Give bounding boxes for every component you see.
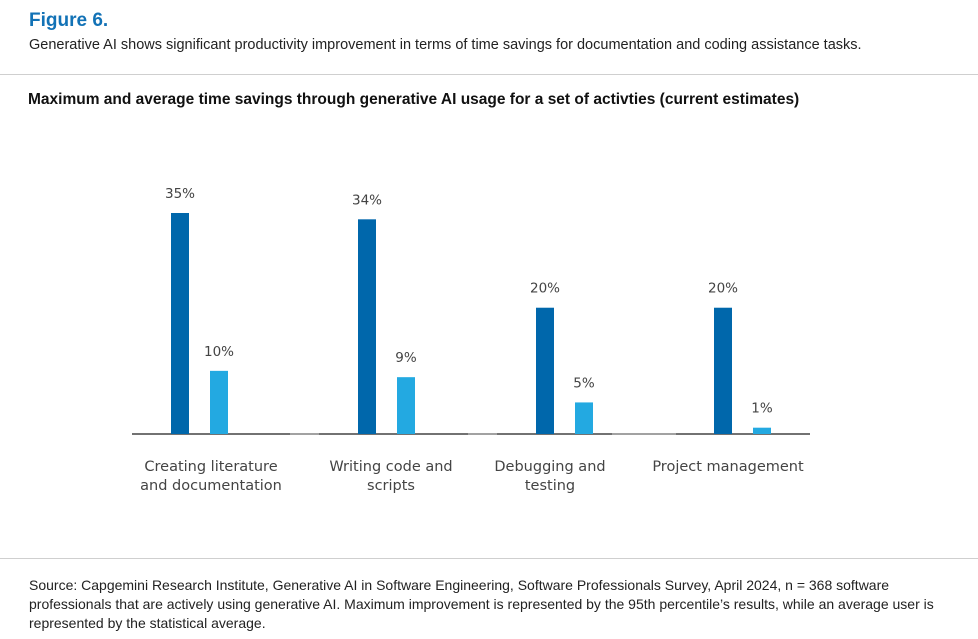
top-divider bbox=[0, 74, 978, 75]
data-label-maximum-1: 35% bbox=[165, 186, 195, 202]
bar-average-1 bbox=[210, 370, 228, 434]
source-note: Source: Capgemini Research Institute, Ge… bbox=[29, 577, 934, 631]
bar-average-4 bbox=[753, 427, 771, 434]
data-label-maximum-2: 34% bbox=[352, 192, 382, 208]
figure-caption: Generative AI shows significant producti… bbox=[29, 37, 862, 53]
bar-maximum-2 bbox=[358, 219, 376, 434]
bar-maximum-1 bbox=[171, 213, 189, 434]
data-label-average-2: 9% bbox=[395, 350, 417, 366]
data-label-maximum-4: 20% bbox=[708, 281, 738, 297]
bar-maximum-3 bbox=[536, 307, 554, 434]
chart-title: Maximum and average time savings through… bbox=[28, 91, 800, 108]
bar-average-3 bbox=[575, 402, 593, 434]
data-label-average-4: 1% bbox=[751, 401, 773, 417]
bottom-divider bbox=[0, 558, 978, 559]
category-label-1: Creating literature and documentation bbox=[140, 459, 282, 494]
bar-maximum-4 bbox=[714, 307, 732, 434]
bar-average-2 bbox=[397, 377, 415, 434]
data-label-average-3: 5% bbox=[573, 375, 595, 391]
data-label-average-1: 10% bbox=[204, 344, 234, 360]
data-label-maximum-3: 20% bbox=[530, 281, 560, 297]
figure-label: Figure 6. bbox=[29, 10, 109, 31]
category-label-2: Writing code and scripts bbox=[329, 459, 452, 494]
bar-chart: 35% 34% 20% 20% 10% 9% 5% 1% Creating literature… bbox=[132, 186, 810, 494]
category-label-4: Project management bbox=[652, 459, 804, 475]
category-label-3: Debugging and testing bbox=[494, 459, 605, 494]
